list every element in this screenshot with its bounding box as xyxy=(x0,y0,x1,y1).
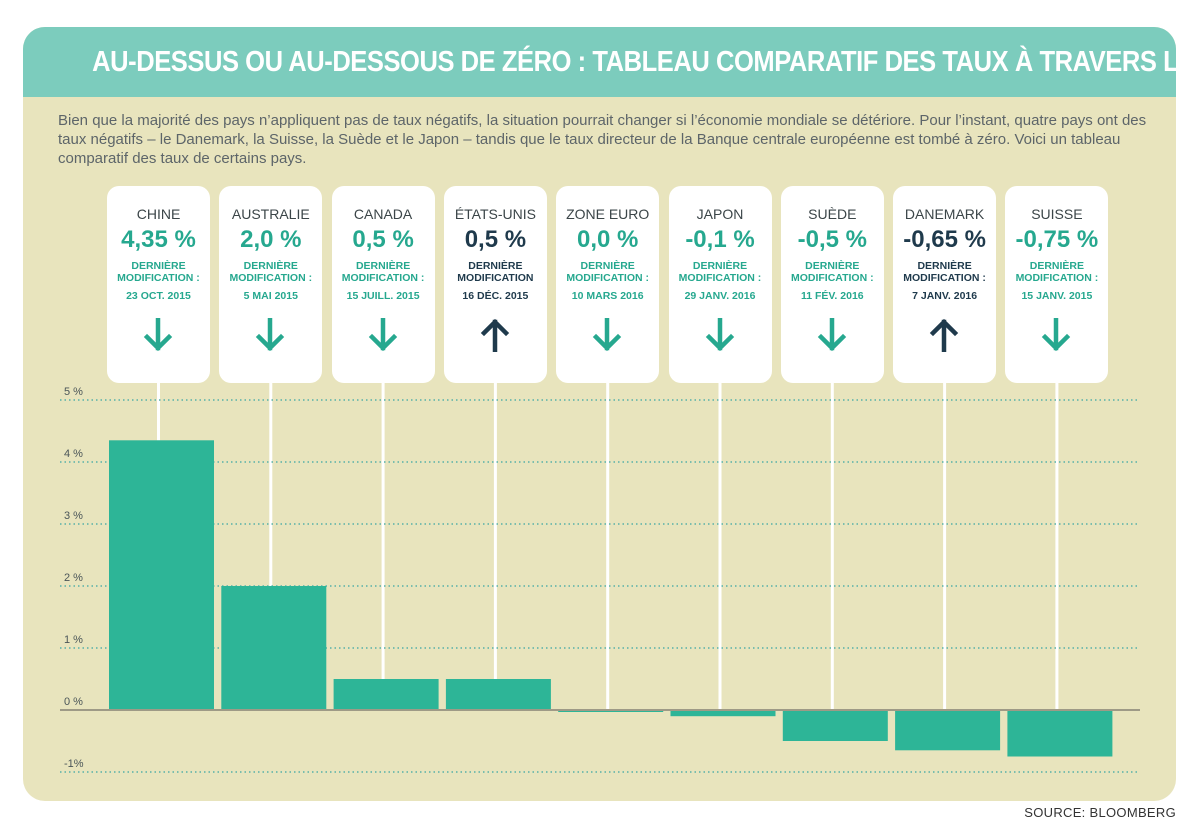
country-name: AUSTRALIE xyxy=(231,206,310,222)
country-name: CANADA xyxy=(353,206,413,222)
last-change-date: 7 JANV. 2016 xyxy=(912,290,978,302)
rate-value: 2,0 % xyxy=(240,226,302,253)
bar xyxy=(109,440,214,710)
bar xyxy=(445,679,551,710)
arrow-up-icon xyxy=(480,318,510,352)
bar xyxy=(895,710,1001,751)
last-change-label: DERNIÈRE MODIFICATION : xyxy=(903,260,986,284)
country-card: JAPON -0,1 % DERNIÈRE MODIFICATION : 29 JAN… xyxy=(668,186,772,383)
country-name: CHINE xyxy=(136,206,181,222)
country-name: DANEMARK xyxy=(904,206,985,222)
country-card: ÉTATS-UNIS 0,5 % DERNIÈRE MODIFICATION 16 D… xyxy=(443,186,547,383)
y-tick-label: 3 % xyxy=(64,510,83,522)
rate-value: -0,75 % xyxy=(1015,226,1099,253)
country-card: SUISSE -0,75 % DERNIÈRE MODIFICATION : 15 J… xyxy=(1005,186,1109,383)
arrow-down-icon xyxy=(256,318,285,352)
country-name: SUÈDE xyxy=(808,206,857,222)
arrow-down-icon xyxy=(368,318,397,352)
last-change-label: DERNIÈRE MODIFICATION : xyxy=(566,260,649,284)
arrow-down-icon xyxy=(143,318,173,352)
bar xyxy=(333,679,439,710)
rate-value: 0,5 % xyxy=(464,226,527,253)
country-card: AUSTRALIE 2,0 % DERNIÈRE MODIFICATION : 5 M… xyxy=(219,186,323,383)
last-change-label: DERNIÈRE MODIFICATION : xyxy=(678,260,762,284)
last-change-label: DERNIÈRE MODIFICATION : xyxy=(117,260,200,284)
country-card: SUÈDE -0,5 % DERNIÈRE MODIFICATION : 11 FÉV… xyxy=(780,186,884,383)
arrow-down-icon xyxy=(1042,318,1071,352)
last-change-label: DERNIÈRE MODIFICATION : xyxy=(341,260,425,284)
rate-value: 4,35 % xyxy=(121,226,196,253)
intro-paragraph: Bien que la majorité des pays n’applique… xyxy=(58,112,1147,167)
y-tick-label: 5 % xyxy=(64,386,83,398)
last-change-date: 10 MARS 2016 xyxy=(571,290,644,302)
country-card: DANEMARK -0,65 % DERNIÈRE MODIFICATION : 7 … xyxy=(893,186,997,383)
country-card: ZONE EURO 0,0 % DERNIÈRE MODIFICATION : 10 … xyxy=(556,186,660,383)
chart-panel: AU-DESSUS OU AU-DESSOUS DE ZÉRO : TABLEA… xyxy=(23,27,1176,801)
country-name: ÉTATS-UNIS xyxy=(454,206,536,222)
rate-value: -0,65 % xyxy=(903,226,986,253)
bar xyxy=(221,586,327,710)
rate-value: -0,1 % xyxy=(685,226,755,253)
last-change-date: 15 JUILL. 2015 xyxy=(346,290,420,302)
rate-value: -0,5 % xyxy=(797,226,867,253)
country-card: CHINE 4,35 % DERNIÈRE MODIFICATION : 23 OCT… xyxy=(107,186,210,383)
last-change-date: 23 OCT. 2015 xyxy=(126,290,191,302)
last-change-date: 29 JANV. 2016 xyxy=(684,290,756,302)
last-change-label: DERNIÈRE MODIFICATION : xyxy=(229,260,313,284)
country-name: ZONE EURO xyxy=(566,206,650,222)
y-tick-label: -1% xyxy=(64,758,84,770)
rate-value: 0,5 % xyxy=(352,226,414,253)
y-tick-label: 1 % xyxy=(64,634,83,646)
last-change-date: 5 MAI 2015 xyxy=(243,290,298,302)
source-note: SOURCE: BLOOMBERG xyxy=(1024,805,1176,820)
last-change-label: DERNIÈRE MODIFICATION : xyxy=(790,260,874,284)
arrow-down-icon xyxy=(705,318,734,352)
rate-value: 0,0 % xyxy=(577,226,639,253)
chart-title: AU-DESSUS OU AU-DESSOUS DE ZÉRO : TABLEA… xyxy=(92,46,1176,78)
y-tick-label: 0 % xyxy=(64,696,83,708)
bar xyxy=(670,710,776,717)
title-banner: AU-DESSUS OU AU-DESSOUS DE ZÉRO : TABLEA… xyxy=(23,27,1176,97)
last-change-date: 16 DÉC. 2015 xyxy=(462,290,529,302)
y-tick-label: 2 % xyxy=(64,572,83,584)
bar xyxy=(1007,710,1113,757)
country-name: JAPON xyxy=(696,206,744,222)
y-tick-label: 4 % xyxy=(64,448,83,460)
arrow-up-icon xyxy=(929,318,959,352)
last-change-date: 11 FÉV. 2016 xyxy=(800,290,864,302)
last-change-label: DERNIÈRE MODIFICATION xyxy=(457,260,534,284)
bar xyxy=(782,710,888,741)
country-name: SUISSE xyxy=(1031,206,1083,222)
arrow-down-icon xyxy=(593,318,622,352)
arrow-down-icon xyxy=(817,318,846,352)
last-change-date: 15 JANV. 2015 xyxy=(1021,290,1093,302)
country-card: CANADA 0,5 % DERNIÈRE MODIFICATION : 15 JUI… xyxy=(331,186,435,383)
last-change-label: DERNIÈRE MODIFICATION : xyxy=(1015,260,1099,284)
